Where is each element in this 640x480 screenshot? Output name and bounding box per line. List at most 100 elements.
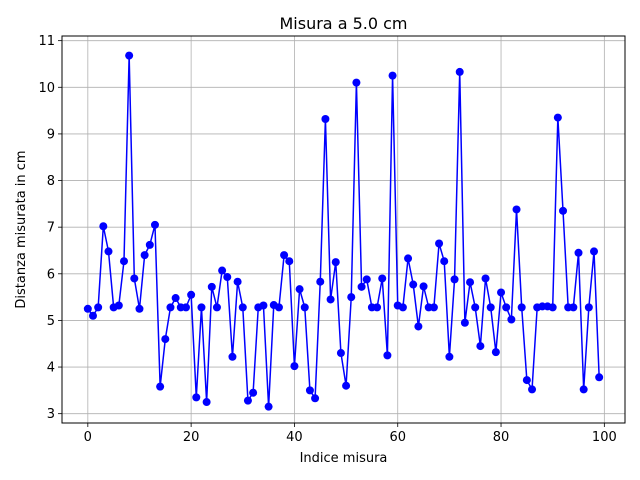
data-point [305, 386, 314, 395]
data-point [595, 373, 604, 382]
data-point [259, 301, 268, 310]
data-point [497, 288, 506, 297]
data-point [584, 303, 593, 312]
data-point [569, 303, 578, 312]
data-point [207, 282, 216, 291]
data-point [171, 294, 180, 303]
data-point [311, 394, 320, 403]
data-point [445, 352, 454, 361]
data-point [404, 254, 413, 263]
data-point [502, 303, 511, 312]
data-point [104, 247, 113, 256]
x-tick-label: 80 [493, 430, 510, 445]
data-point [295, 285, 304, 294]
data-point [373, 303, 382, 312]
data-point [450, 275, 459, 284]
x-tick-label: 100 [592, 430, 617, 445]
data-point [114, 301, 123, 310]
data-point [290, 362, 299, 371]
x-axis-label: Indice misura [300, 451, 388, 466]
data-point [181, 303, 190, 312]
data-point [579, 385, 588, 394]
x-tick-label: 40 [286, 430, 303, 445]
data-point [264, 402, 273, 411]
data-point [238, 303, 247, 312]
data-point [88, 311, 97, 320]
data-point [130, 274, 139, 283]
data-point [228, 352, 237, 361]
x-tick-label: 60 [389, 430, 406, 445]
y-tick-label: 4 [47, 361, 55, 376]
data-point [440, 257, 449, 266]
data-point [243, 396, 252, 405]
data-point [574, 248, 583, 257]
data-point [481, 274, 490, 283]
data-point [590, 247, 599, 256]
data-point [429, 303, 438, 312]
data-point [419, 282, 428, 291]
data-point [336, 349, 345, 358]
data-point [491, 348, 500, 357]
data-point [202, 398, 211, 407]
axis-ticks: 0 20 40 60 80 100 3 4 5 6 7 8 9 10 11 [38, 34, 616, 445]
series-line [87, 54, 600, 408]
y-tick-label: 5 [47, 314, 55, 329]
data-point [383, 351, 392, 360]
data-point [548, 303, 557, 312]
data-point [352, 78, 361, 87]
data-point [321, 115, 330, 123]
data-point [512, 205, 521, 214]
y-tick-label: 8 [47, 174, 55, 189]
y-tick-label: 10 [38, 81, 55, 96]
data-point [528, 385, 537, 394]
data-point [218, 266, 227, 275]
data-point [414, 322, 423, 331]
data-point [507, 315, 516, 324]
y-tick-label: 3 [47, 407, 55, 422]
data-point [119, 257, 128, 266]
data-point [409, 280, 418, 289]
chart-title: Misura a 5.0 cm [280, 14, 408, 33]
y-tick-label: 7 [47, 221, 55, 236]
data-point [300, 303, 309, 312]
data-point [476, 342, 485, 351]
data-point [192, 393, 201, 402]
data-point [156, 382, 165, 391]
data-point [285, 257, 294, 266]
data-point [486, 303, 495, 312]
data-point [233, 277, 242, 286]
data-point [187, 290, 196, 299]
data-point [398, 303, 407, 312]
data-point [197, 303, 206, 312]
data-point [166, 303, 175, 312]
plot-frame [61, 35, 626, 424]
data-point [331, 258, 340, 267]
data-point [316, 277, 325, 286]
data-point [280, 251, 289, 260]
y-axis-label: Distanza misurata in cm [14, 150, 29, 308]
data-point [362, 275, 371, 284]
data-point [161, 335, 170, 344]
data-point [99, 222, 108, 231]
data-point [347, 293, 356, 302]
data-point [223, 273, 232, 282]
data-point [342, 381, 351, 390]
data-point [150, 220, 159, 229]
data-series [83, 51, 604, 411]
data-point [145, 240, 154, 249]
data-point [326, 295, 335, 304]
data-point [522, 376, 531, 385]
data-point [83, 304, 92, 313]
y-tick-label: 11 [38, 34, 55, 49]
data-point [471, 303, 480, 312]
data-point [249, 388, 258, 397]
data-point [455, 67, 464, 76]
data-point [94, 303, 103, 312]
data-point [135, 304, 144, 313]
data-point [517, 303, 526, 312]
y-tick-label: 6 [47, 267, 55, 282]
data-point [357, 282, 366, 291]
data-point [466, 278, 475, 287]
